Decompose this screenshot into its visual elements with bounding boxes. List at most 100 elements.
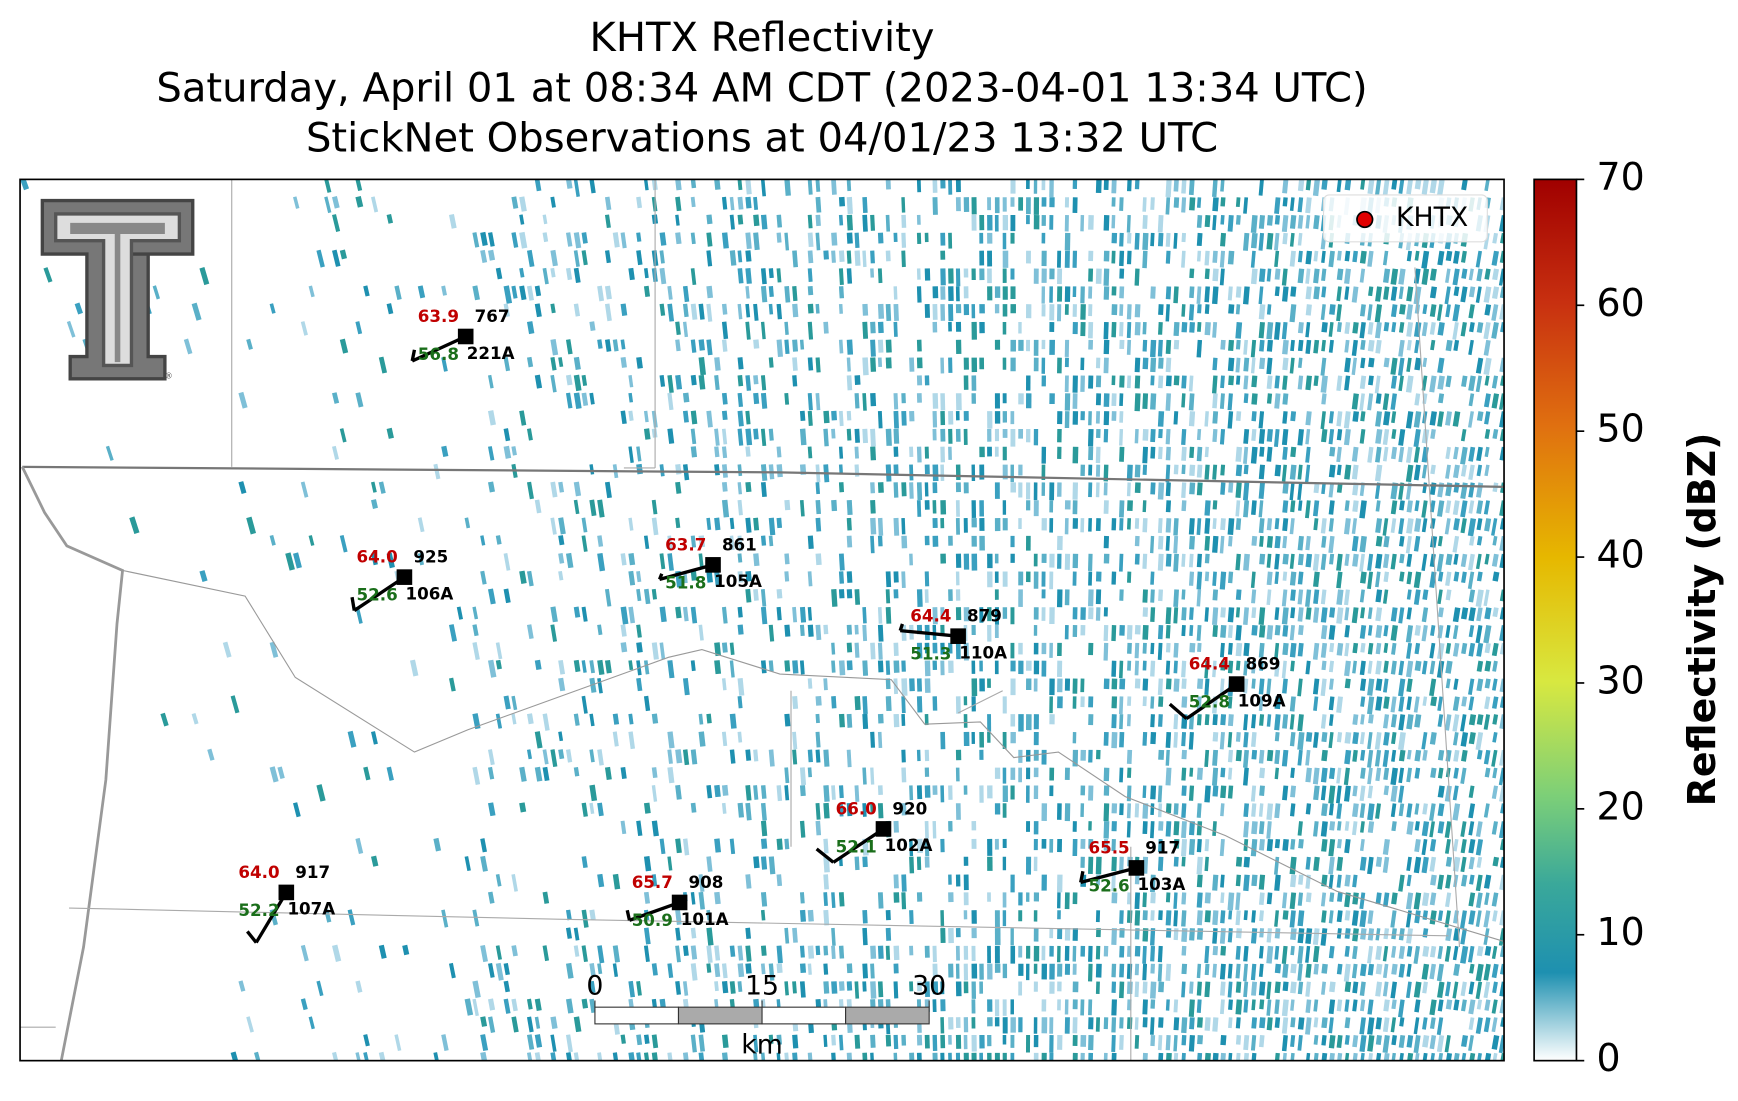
radar-gate — [846, 624, 853, 635]
scale-bar — [594, 1006, 930, 1025]
radar-gate — [753, 588, 759, 601]
radar-gate — [519, 570, 527, 584]
radar-gate — [885, 945, 891, 960]
radar-gate — [1274, 393, 1281, 409]
radar-gate — [581, 606, 588, 622]
radar-gate — [1390, 625, 1398, 641]
radar-gate — [1483, 874, 1492, 889]
radar-gate — [1375, 696, 1383, 711]
radar-gate — [1374, 731, 1382, 750]
radar-gate — [1142, 518, 1148, 533]
radar-gate — [1088, 482, 1093, 498]
radar-gate — [1134, 910, 1141, 926]
colorbar-tick-label: 50 — [1597, 407, 1645, 451]
radar-gate — [1072, 678, 1078, 694]
radar-gate — [417, 517, 425, 533]
radar-gate — [1103, 411, 1110, 426]
radar-gate — [1111, 304, 1118, 316]
radar-gate — [1344, 375, 1351, 391]
radar-gate — [1064, 1017, 1070, 1034]
radar-gate — [729, 535, 735, 551]
radar-gate — [1281, 945, 1288, 965]
radar-gate — [760, 375, 767, 391]
radar-gate — [355, 980, 363, 993]
radar-gate — [565, 998, 574, 1014]
radar-gate — [1181, 464, 1186, 475]
radar-gate — [1018, 910, 1023, 922]
radar-gate — [1126, 339, 1132, 355]
radar-gate — [1181, 250, 1186, 268]
radar-gate — [230, 1051, 239, 1061]
radar-gate — [1382, 981, 1389, 997]
radar-gate — [1343, 518, 1351, 535]
radar-gate — [1484, 999, 1491, 1011]
radar-gate — [1026, 678, 1032, 691]
radar-gate — [1290, 446, 1297, 458]
radar-gate — [1057, 803, 1062, 820]
radar-gate — [955, 571, 960, 586]
radar-gate — [916, 856, 922, 870]
radar-gate — [1033, 678, 1038, 692]
radar-gate — [1352, 500, 1359, 512]
radar-gate — [1398, 749, 1406, 762]
radar-gate — [714, 642, 722, 657]
radar-gate — [1476, 856, 1483, 868]
radar-gate — [1484, 660, 1492, 672]
radar-gate — [1181, 963, 1188, 975]
radar-gate — [1282, 642, 1289, 656]
radar-gate — [1430, 428, 1436, 440]
radar-gate — [1359, 535, 1367, 553]
radar-gate — [901, 696, 906, 714]
radar-gate — [1406, 856, 1412, 872]
radar-gate — [1436, 963, 1444, 982]
temperature: 65.5 — [1088, 837, 1129, 857]
radar-gate — [1119, 304, 1124, 316]
wind-barb — [900, 628, 959, 638]
radar-gate — [667, 374, 674, 393]
radar-gate — [1173, 339, 1180, 350]
radar-gate — [893, 1052, 898, 1061]
colorbar-tick-label: 30 — [1597, 658, 1645, 702]
radar-gate — [1375, 678, 1383, 691]
radar-gate — [480, 1051, 488, 1061]
radar-gate — [1251, 874, 1258, 887]
radar-gate — [1297, 963, 1303, 981]
radar-gate — [1103, 482, 1108, 496]
radar-gate — [1072, 945, 1077, 962]
radar-gate — [1002, 428, 1008, 438]
station-marker — [671, 894, 688, 911]
radar-gate — [1406, 928, 1413, 944]
radar-gate — [370, 731, 378, 745]
radar-gate — [1336, 838, 1342, 849]
radar-gate — [1374, 304, 1383, 323]
radar-gate — [893, 428, 900, 444]
radar-gate — [1398, 321, 1405, 333]
radar-gate — [1150, 731, 1157, 745]
radar-gate — [823, 802, 830, 819]
radar-gate — [963, 963, 969, 981]
radar-gate — [1227, 981, 1233, 998]
pressure: 925 — [413, 547, 448, 567]
radar-gate — [1266, 981, 1272, 1000]
radar-gate — [433, 1052, 440, 1061]
radar-gate — [1437, 696, 1443, 711]
colorbar — [1533, 178, 1578, 1062]
radar-gate — [1258, 874, 1266, 890]
radar-gate — [1134, 660, 1139, 676]
radar-gate — [1041, 179, 1046, 191]
radar-gate — [948, 411, 954, 425]
radar-gate — [1375, 500, 1381, 512]
radar-gate — [831, 642, 836, 655]
radar-gate — [706, 303, 713, 322]
radar-gate — [1142, 945, 1147, 964]
radar-gate — [1328, 321, 1334, 337]
radar-gate — [1212, 1017, 1219, 1032]
radar-gate — [1476, 945, 1484, 957]
radar-gate — [1352, 785, 1358, 797]
radar-gate — [690, 945, 698, 960]
radar-gate — [1445, 268, 1451, 283]
radar-gate — [1398, 446, 1405, 463]
radar-gate — [503, 428, 511, 442]
radar-gate — [1391, 963, 1398, 975]
radar-gate — [854, 856, 860, 871]
